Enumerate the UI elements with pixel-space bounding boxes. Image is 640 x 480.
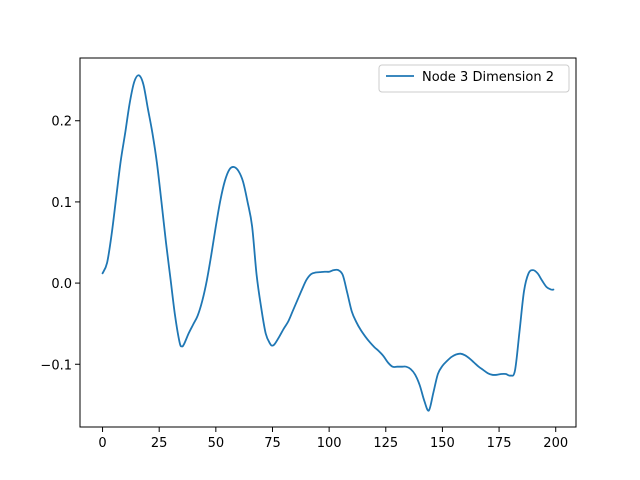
x-tick-label: 25 <box>151 436 168 451</box>
x-tick-label: 50 <box>208 436 225 451</box>
x-axis: 0 25 50 75 100 125 150 175 200 <box>98 427 568 451</box>
y-tick-label: 0.1 <box>51 196 72 211</box>
y-tick-label: 0.0 <box>51 277 72 292</box>
series-line <box>101 74 555 412</box>
x-tick-label: 125 <box>373 436 398 451</box>
legend-label: Node 3 Dimension 2 <box>422 70 554 85</box>
x-tick-label: 175 <box>487 436 512 451</box>
y-tick-label: 0.2 <box>51 115 72 130</box>
x-tick-label: 0 <box>98 436 106 451</box>
x-tick-label: 150 <box>430 436 455 451</box>
legend-box <box>378 64 570 93</box>
x-tick-label: 200 <box>543 436 568 451</box>
legend: Node 3 Dimension 2 <box>378 64 570 93</box>
y-tick-label: −0.1 <box>40 358 72 373</box>
axes-frame <box>79 57 577 428</box>
plot-area <box>101 74 555 412</box>
x-tick-label: 75 <box>264 436 281 451</box>
x-tick-label: 100 <box>317 436 342 451</box>
y-axis: −0.1 0.0 0.1 0.2 <box>40 115 80 373</box>
